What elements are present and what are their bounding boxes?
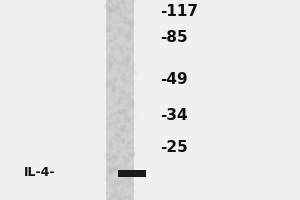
Bar <box>106 0 134 200</box>
Text: -85: -85 <box>160 30 188 46</box>
Text: IL-4-: IL-4- <box>23 166 55 180</box>
Text: -34: -34 <box>160 108 188 122</box>
Text: -117: -117 <box>160 4 198 20</box>
Text: -25: -25 <box>160 140 188 156</box>
Bar <box>118 170 146 176</box>
Text: -49: -49 <box>160 72 188 88</box>
